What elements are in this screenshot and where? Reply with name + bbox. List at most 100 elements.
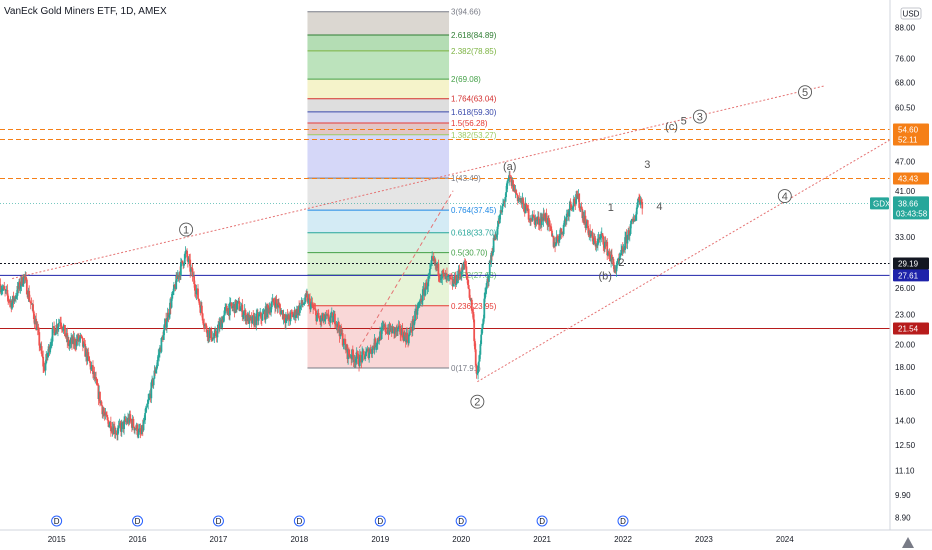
- candle-body: [214, 330, 217, 337]
- candle-body: [54, 332, 57, 336]
- candle-body: [591, 232, 594, 238]
- candle-body: [23, 274, 26, 278]
- candle-body: [505, 192, 507, 198]
- candle-body: [624, 237, 627, 250]
- fib-zone: [307, 122, 450, 135]
- candle-body: [519, 198, 521, 200]
- candle-body: [308, 297, 311, 299]
- candle-body: [181, 260, 184, 264]
- candle-body: [232, 306, 234, 308]
- candle-body: [513, 185, 516, 192]
- price-tick-label: 8.90: [895, 514, 911, 523]
- candle-body: [357, 353, 360, 365]
- dividend-marker: [617, 515, 629, 527]
- candle-body: [550, 226, 553, 231]
- candle-body: [467, 279, 469, 286]
- gear-icon[interactable]: [902, 537, 914, 548]
- price-tick-label: 16.00: [895, 388, 916, 397]
- price-tick-label: 41.00: [895, 187, 916, 196]
- candle-body: [323, 313, 325, 322]
- wave-circle: [777, 189, 792, 204]
- candle-body: [132, 419, 135, 427]
- wave-label: (a): [503, 161, 516, 173]
- candle-body: [230, 302, 233, 307]
- wave-label: 2: [474, 397, 480, 409]
- candle-body: [304, 294, 307, 303]
- candle-body: [376, 338, 379, 345]
- candle-body: [563, 220, 566, 225]
- candle-body: [368, 352, 371, 359]
- candle-body: [411, 330, 413, 332]
- candle-body: [389, 323, 392, 331]
- candle-body: [525, 203, 528, 206]
- candle-body: [301, 300, 304, 305]
- candle-body: [599, 236, 602, 240]
- year-tick-label: 2018: [290, 535, 308, 544]
- candle-body: [376, 344, 378, 346]
- candle-body: [101, 405, 104, 415]
- currency-label: USD: [903, 10, 920, 19]
- candle-body: [498, 214, 501, 223]
- candle-body: [555, 236, 558, 244]
- candle-body: [193, 284, 196, 291]
- candle-body: [424, 289, 427, 296]
- candle-body: [428, 269, 431, 275]
- candle-body: [626, 234, 629, 244]
- candle-body: [572, 206, 574, 209]
- candle-body: [421, 300, 423, 303]
- candle-body: [213, 333, 216, 339]
- price-tick-label: 9.90: [895, 491, 911, 500]
- candle-body: [488, 275, 490, 282]
- candle-body: [22, 274, 25, 284]
- candle-body: [66, 333, 69, 342]
- candle-body: [314, 308, 317, 311]
- candle-body: [496, 226, 499, 235]
- candle-body: [507, 179, 510, 181]
- candle-body: [378, 340, 381, 342]
- candle-body: [477, 361, 480, 366]
- candle-body: [262, 313, 265, 314]
- candle-body: [552, 235, 555, 247]
- candle-body: [78, 338, 81, 341]
- candle-body: [358, 355, 361, 366]
- candle-body: [225, 305, 228, 312]
- wave-label: 4: [782, 191, 788, 203]
- candle-body: [278, 303, 280, 306]
- fib-level-label: 1.764(63.04): [451, 95, 497, 104]
- candle-body: [497, 221, 500, 227]
- price-tick-label: 20.00: [895, 340, 916, 349]
- candle-body: [0, 290, 3, 292]
- year-tick-label: 2015: [48, 535, 66, 544]
- candle-body: [257, 315, 260, 321]
- candle-body: [359, 355, 362, 358]
- candle-body: [316, 315, 318, 322]
- candle-body: [162, 330, 165, 340]
- candle-body: [483, 298, 486, 319]
- candle-body: [456, 275, 458, 284]
- fib-zone: [307, 111, 450, 123]
- candle-body: [62, 326, 65, 331]
- price-tick-label: 11.10: [895, 466, 915, 475]
- candle-body: [120, 422, 123, 432]
- candle-body: [168, 314, 171, 318]
- candle-body: [407, 334, 410, 344]
- candle-body: [524, 203, 527, 214]
- candle-body: [630, 221, 633, 225]
- level-badge: [893, 172, 929, 185]
- candle-body: [464, 263, 467, 267]
- candle-body: [32, 304, 34, 312]
- candle-body: [600, 235, 602, 237]
- candle-body: [432, 256, 434, 258]
- candle-body: [38, 332, 41, 346]
- candle-body: [1, 290, 3, 291]
- candle-body: [636, 202, 639, 208]
- candle-body: [123, 420, 125, 430]
- candle-body: [221, 319, 224, 328]
- candle-body: [439, 279, 442, 280]
- candle-body: [235, 303, 238, 310]
- fib-zone: [307, 252, 450, 275]
- candle-body: [4, 288, 6, 291]
- candle-body: [172, 291, 174, 293]
- candle-body: [548, 220, 551, 227]
